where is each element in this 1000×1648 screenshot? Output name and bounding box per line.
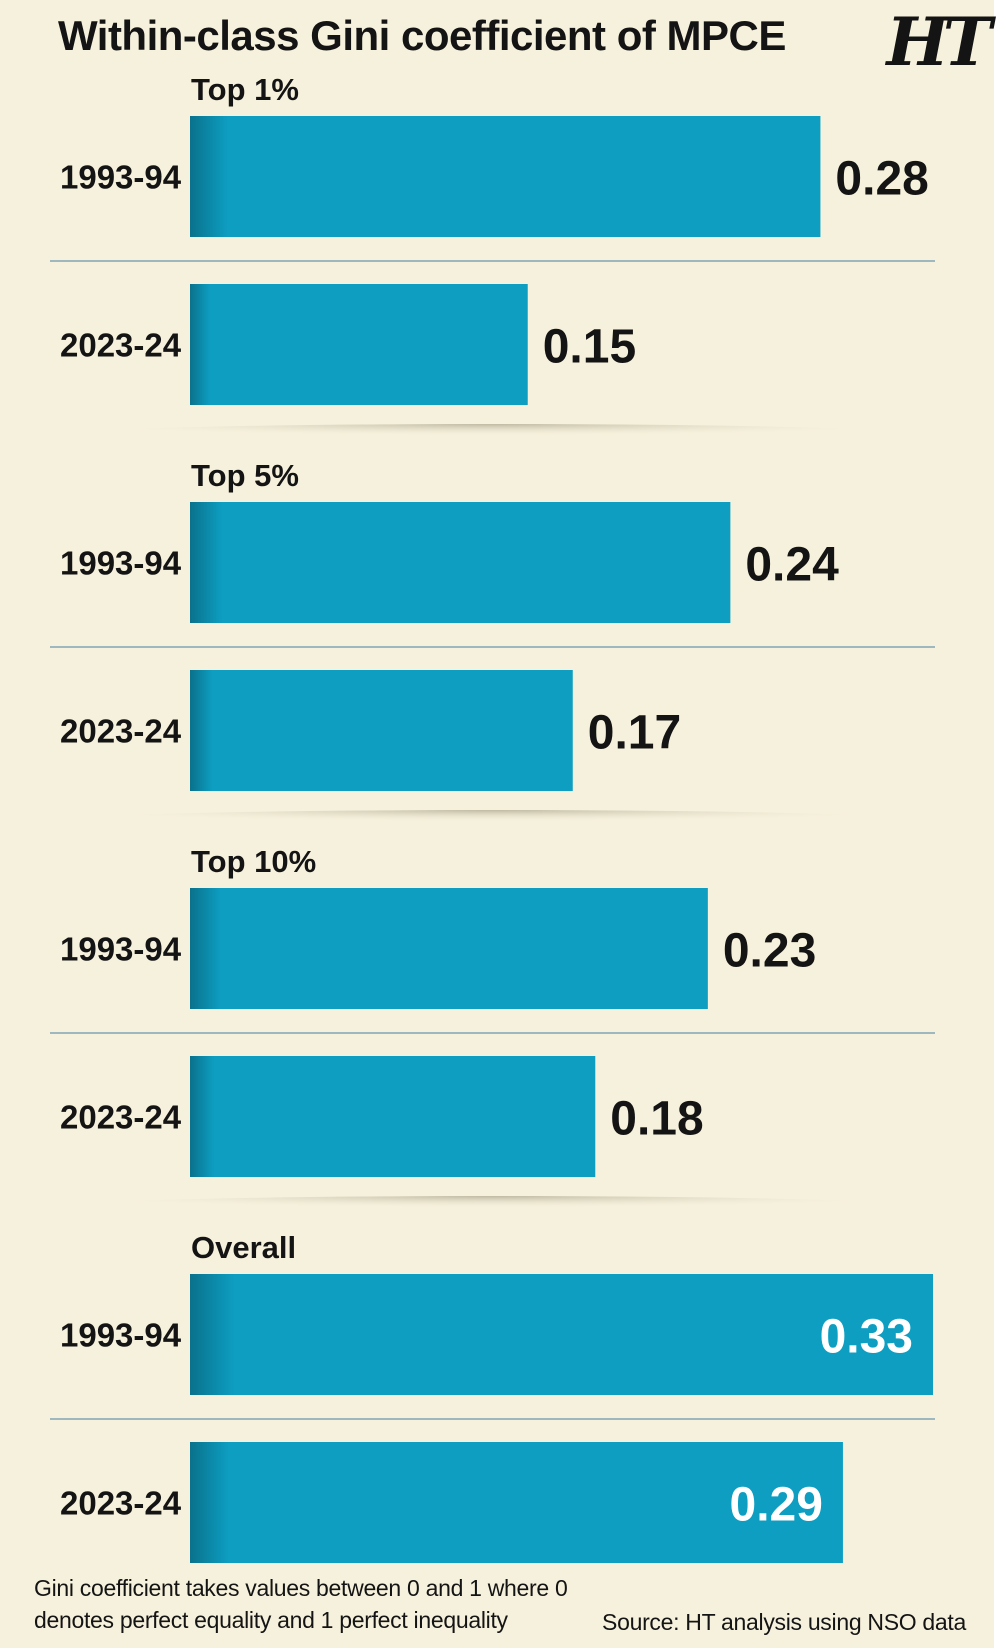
value-label-overall-1993-94: 0.33	[820, 1311, 913, 1364]
value-label-top-1-1993-94: 0.28	[835, 153, 928, 206]
category-label-top-5-2023-24: 2023-24	[60, 713, 182, 750]
category-label-top-1-2023-24: 2023-24	[60, 327, 182, 364]
category-label-top-10-2023-24: 2023-24	[60, 1099, 182, 1136]
group-label-top-10: Top 10%	[191, 844, 316, 879]
value-label-top-10-2023-24: 0.18	[610, 1093, 703, 1146]
group-label-top-5: Top 5%	[191, 458, 299, 493]
gini-footnote: Gini coefficient takes values between 0 …	[34, 1575, 568, 1633]
ht-logo: HT	[886, 3, 993, 81]
bar-shade-top-10-2023-24	[190, 1056, 596, 1177]
bar-shade-top-10-1993-94	[190, 888, 708, 1009]
bar-shade-overall-2023-24	[190, 1442, 843, 1563]
group-separator-top-1	[42, 424, 942, 448]
bar-shade-top-5-1993-94	[190, 502, 731, 623]
value-label-top-5-2023-24: 0.17	[588, 707, 681, 760]
source-note: Source: HT analysis using NSO data	[602, 1609, 966, 1635]
group-label-overall: Overall	[191, 1230, 296, 1265]
chart-title: Within-class Gini coefficient of MPCE	[58, 12, 786, 59]
group-separator-top-10	[42, 1196, 942, 1220]
category-label-top-10-1993-94: 1993-94	[60, 931, 182, 968]
value-label-top-5-1993-94: 0.24	[745, 539, 839, 592]
value-label-overall-2023-24: 0.29	[730, 1479, 823, 1532]
bar-shade-overall-1993-94	[190, 1274, 933, 1395]
category-label-top-1-1993-94: 1993-94	[60, 159, 182, 196]
bar-shade-top-1-1993-94	[190, 116, 821, 237]
bar-shade-top-5-2023-24	[190, 670, 573, 791]
category-label-overall-1993-94: 1993-94	[60, 1317, 182, 1354]
value-label-top-10-1993-94: 0.23	[723, 925, 816, 978]
group-label-top-1: Top 1%	[191, 72, 299, 107]
bar-shade-top-1-2023-24	[190, 284, 528, 405]
value-label-top-1-2023-24: 0.15	[543, 321, 636, 374]
group-separator-top-5	[42, 810, 942, 834]
category-label-top-5-1993-94: 1993-94	[60, 545, 182, 582]
category-label-overall-2023-24: 2023-24	[60, 1485, 182, 1522]
